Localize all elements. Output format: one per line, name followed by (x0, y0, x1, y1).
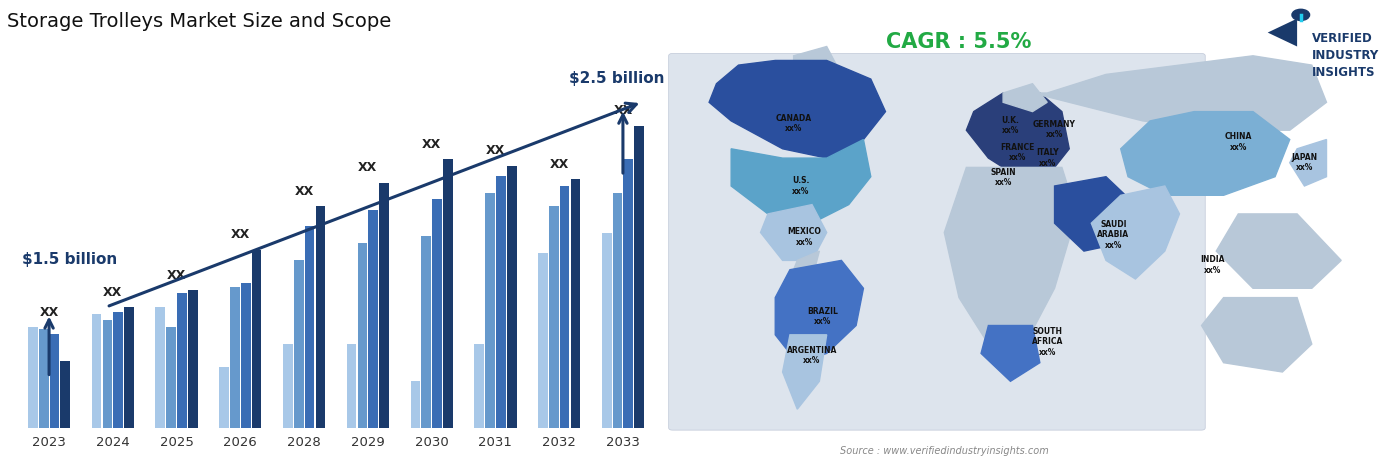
Bar (538, 253, 547, 428)
Bar (113, 312, 123, 428)
Polygon shape (1267, 19, 1296, 46)
Text: SAUDI
ARABIA
xx%: SAUDI ARABIA xx% (1098, 220, 1130, 250)
Text: FRANCE
xx%: FRANCE xx% (1001, 143, 1035, 162)
Polygon shape (783, 335, 826, 409)
Text: BRAZIL
xx%: BRAZIL xx% (808, 306, 839, 326)
Bar (410, 381, 420, 428)
Bar (91, 313, 101, 428)
Circle shape (1292, 9, 1309, 20)
Polygon shape (1002, 84, 1047, 112)
Bar (560, 186, 570, 428)
Text: MEXICO
xx%: MEXICO xx% (788, 227, 822, 247)
Text: XX: XX (613, 104, 633, 117)
Text: XX: XX (231, 228, 251, 241)
Bar (241, 283, 251, 428)
Text: ITALY
xx%: ITALY xx% (1036, 148, 1058, 168)
Bar (102, 320, 112, 428)
Bar (613, 193, 623, 428)
Bar (496, 176, 505, 428)
Polygon shape (1289, 140, 1327, 186)
Bar (283, 344, 293, 428)
Bar (294, 260, 304, 428)
Bar (623, 159, 633, 428)
Bar (634, 126, 644, 428)
Text: SOUTH
AFRICA
xx%: SOUTH AFRICA xx% (1032, 327, 1063, 357)
Text: CHINA
xx%: CHINA xx% (1225, 132, 1252, 152)
Polygon shape (794, 46, 841, 93)
Text: CANADA
xx%: CANADA xx% (776, 113, 812, 133)
Text: U.S.
xx%: U.S. xx% (792, 176, 809, 196)
Text: GERMANY
xx%: GERMANY xx% (1033, 120, 1077, 139)
Polygon shape (1054, 177, 1135, 251)
Bar (507, 166, 517, 428)
Polygon shape (1092, 186, 1179, 279)
Text: XX: XX (39, 306, 59, 319)
Text: XX: XX (421, 138, 441, 151)
Bar (28, 327, 38, 428)
Text: XX: XX (550, 158, 568, 171)
Text: ARGENTINA
xx%: ARGENTINA xx% (787, 346, 837, 365)
Polygon shape (760, 205, 826, 260)
Polygon shape (790, 251, 819, 279)
Text: CAGR : 5.5%: CAGR : 5.5% (886, 32, 1032, 52)
Bar (155, 307, 165, 428)
Bar (571, 179, 581, 428)
Text: XX: XX (294, 185, 314, 198)
Bar (475, 344, 484, 428)
Text: $2.5 billion: $2.5 billion (568, 71, 665, 86)
Bar (442, 159, 452, 428)
Bar (220, 367, 230, 428)
Bar (368, 210, 378, 428)
Text: XX: XX (167, 269, 186, 282)
Bar (433, 199, 442, 428)
Polygon shape (731, 140, 871, 223)
Text: XX: XX (358, 161, 378, 174)
Bar (602, 233, 612, 428)
Bar (421, 236, 431, 428)
Bar (252, 250, 262, 428)
Bar (305, 226, 315, 428)
Text: XX: XX (486, 145, 505, 158)
Text: Source : www.verifiedindustryinsights.com: Source : www.verifiedindustryinsights.co… (840, 446, 1049, 456)
Bar (549, 206, 559, 428)
Text: JAPAN
xx%: JAPAN xx% (1291, 153, 1317, 173)
Polygon shape (966, 93, 1070, 177)
FancyBboxPatch shape (669, 53, 1205, 430)
Bar (486, 193, 494, 428)
Bar (230, 287, 239, 428)
Bar (125, 307, 134, 428)
Bar (357, 243, 367, 428)
Bar (60, 361, 70, 428)
Bar (178, 293, 186, 428)
Polygon shape (944, 167, 1077, 344)
Text: INDIA
xx%: INDIA xx% (1200, 255, 1225, 275)
Bar (188, 290, 197, 428)
Bar (379, 183, 389, 428)
Bar (39, 329, 49, 428)
Polygon shape (710, 60, 885, 158)
Polygon shape (776, 260, 864, 363)
Text: XX: XX (104, 286, 122, 299)
Text: U.K.
xx%: U.K. xx% (1001, 116, 1019, 135)
Text: Storage Trolleys Market Size and Scope: Storage Trolleys Market Size and Scope (7, 12, 391, 31)
Text: VERIFIED
INDUSTRY
INSIGHTS: VERIFIED INDUSTRY INSIGHTS (1312, 32, 1379, 80)
Text: SPAIN
xx%: SPAIN xx% (990, 168, 1016, 187)
Bar (167, 327, 176, 428)
Bar (347, 344, 357, 428)
Polygon shape (981, 326, 1040, 381)
Bar (49, 334, 59, 428)
Polygon shape (1201, 298, 1312, 372)
Polygon shape (1120, 112, 1289, 195)
Bar (315, 206, 325, 428)
Text: $1.5 billion: $1.5 billion (22, 252, 118, 267)
Polygon shape (1217, 214, 1341, 288)
Polygon shape (1033, 56, 1327, 130)
